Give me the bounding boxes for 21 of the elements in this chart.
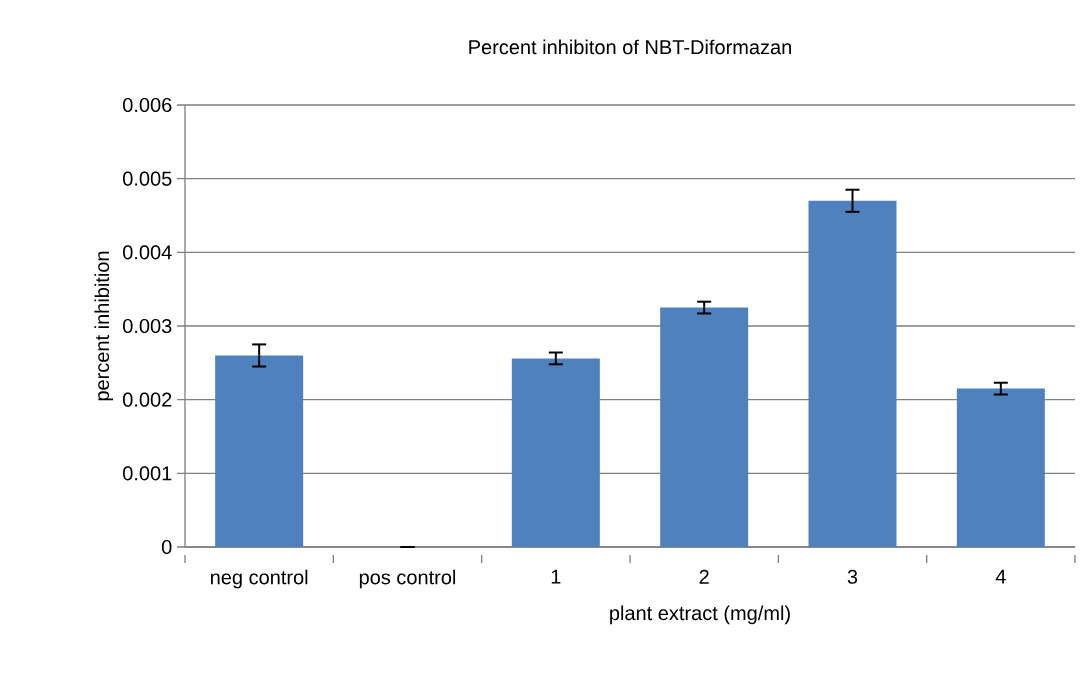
x-tick-label: 2 <box>699 569 709 584</box>
y-tick-label: 0.005 <box>123 171 172 186</box>
bar <box>956 388 1045 547</box>
x-axis-title: plant extract (mg/ml) <box>610 605 790 625</box>
bar <box>808 200 897 547</box>
x-tick-label: pos control <box>359 569 456 589</box>
bar <box>215 355 304 547</box>
x-tick-label: 1 <box>551 569 561 584</box>
y-tick-label: 0.002 <box>123 392 172 407</box>
y-tick-label: 0 <box>161 539 172 555</box>
y-tick-label: 0.004 <box>123 245 172 260</box>
y-tick-label: 0.003 <box>123 318 172 334</box>
y-tick-label: 0.006 <box>123 97 172 113</box>
y-axis-title: percent inhibition <box>94 251 114 401</box>
chart-title: Percent inhibiton of NBT-Diformazan <box>469 39 791 55</box>
x-tick-label: 3 <box>847 569 858 584</box>
x-tick-label: neg control <box>211 569 308 589</box>
y-tick-label: 0.001 <box>123 466 172 481</box>
bar <box>660 307 749 547</box>
bar <box>511 358 600 547</box>
x-tick-label: 4 <box>995 569 1006 584</box>
